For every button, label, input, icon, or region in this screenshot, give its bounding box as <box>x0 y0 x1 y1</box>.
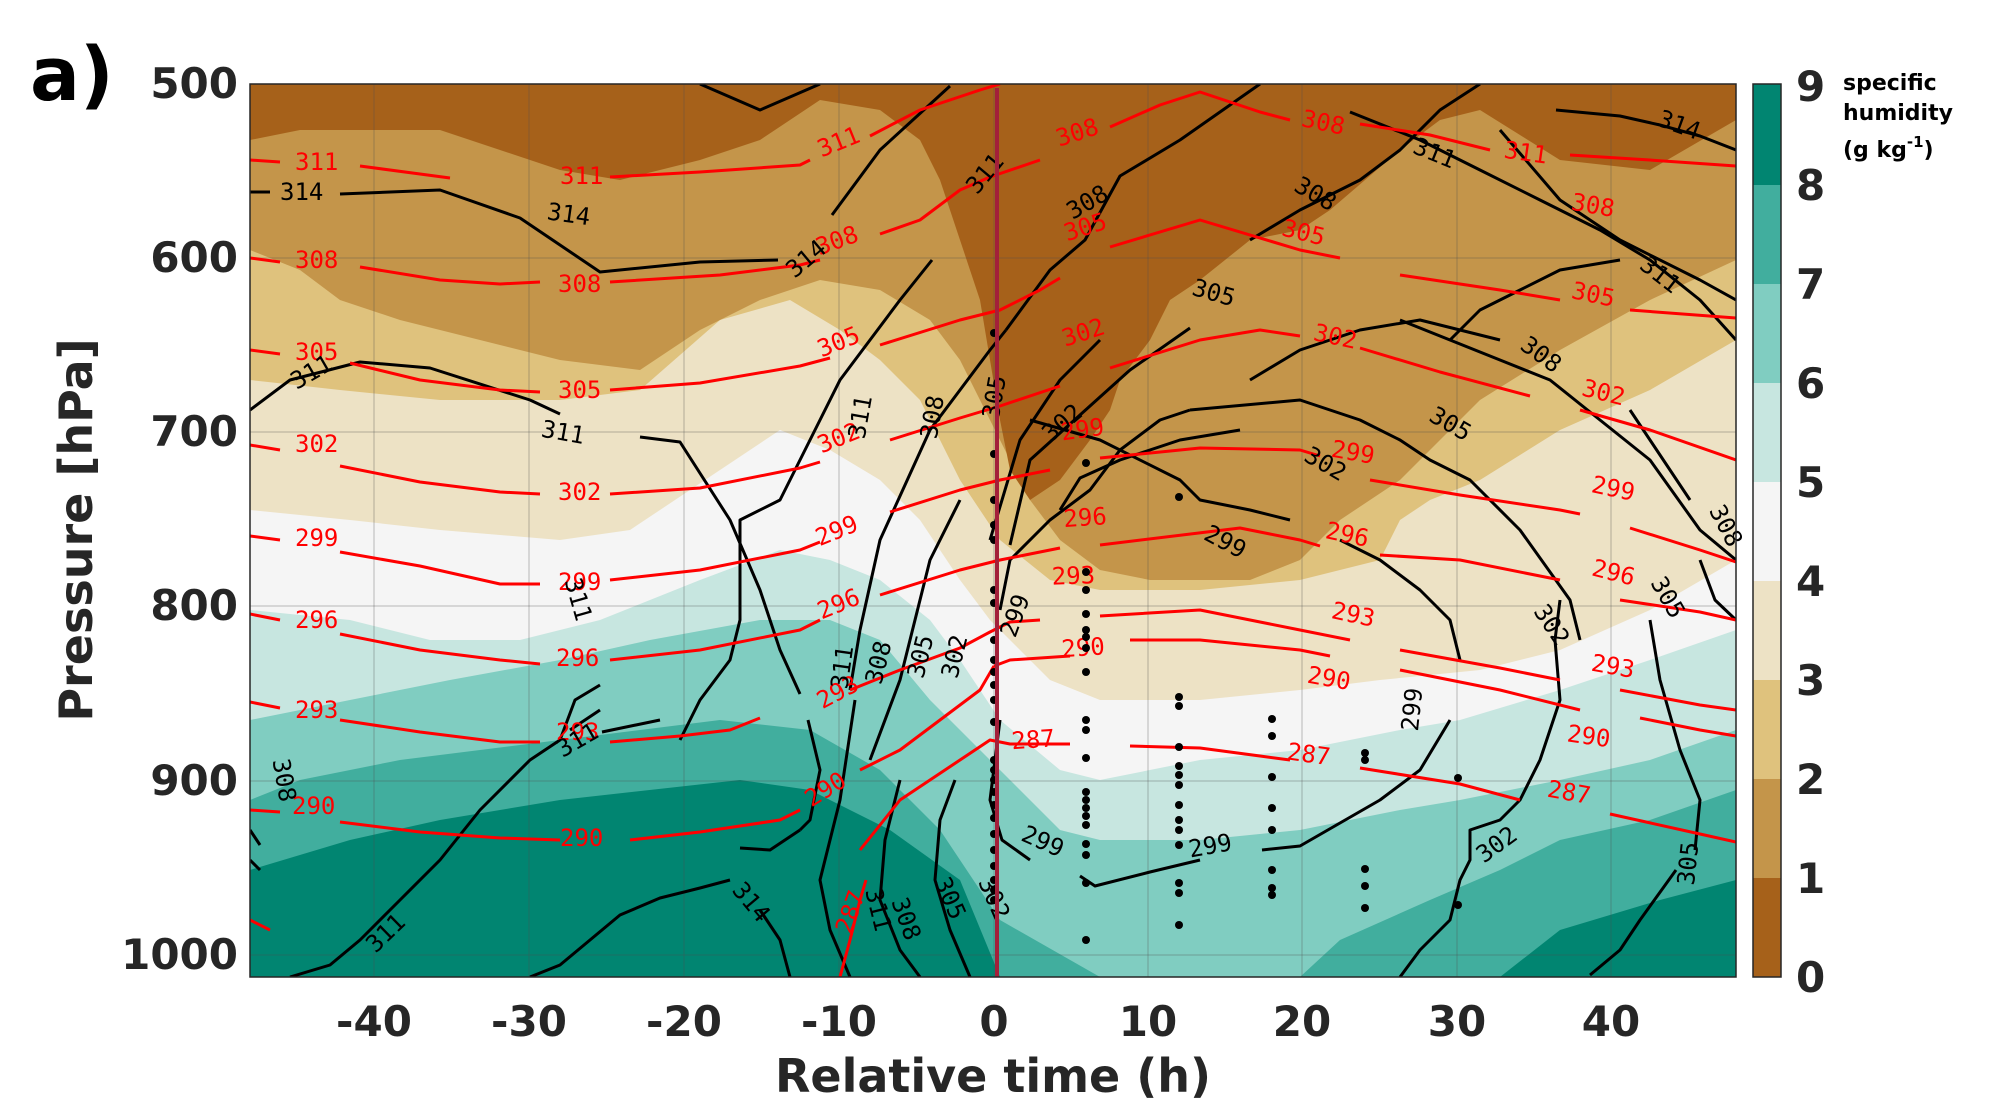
plot-frame <box>249 83 1737 978</box>
svg-text:287: 287 <box>1011 724 1056 755</box>
colorbar-tick-label: 7 <box>1796 260 1825 309</box>
colorbar-tick-label: 3 <box>1796 656 1825 705</box>
svg-text:296: 296 <box>1063 502 1108 533</box>
svg-text:299: 299 <box>295 524 338 552</box>
x-tick-label: 30 <box>1428 997 1486 1046</box>
colorbar-title-line1: specific <box>1843 71 1937 96</box>
colorbar-tick-label: 1 <box>1796 854 1825 903</box>
grid <box>250 84 1736 977</box>
y-tick-label: 600 <box>150 233 238 282</box>
y-tick-label: 500 <box>150 59 238 108</box>
black-contours <box>250 84 1736 977</box>
panel-label: a) <box>30 32 114 118</box>
x-tick-label: -10 <box>801 997 877 1046</box>
svg-text:314: 314 <box>545 197 592 231</box>
svg-text:308: 308 <box>295 246 338 274</box>
x-tick-label: -40 <box>336 997 412 1046</box>
svg-text:290: 290 <box>1565 719 1612 753</box>
svg-text:311: 311 <box>560 162 603 190</box>
svg-text:290: 290 <box>560 824 603 852</box>
svg-text:296: 296 <box>295 606 338 634</box>
colorbar-tick-label: 9 <box>1796 62 1825 111</box>
svg-text:299: 299 <box>558 568 601 596</box>
svg-text:290: 290 <box>292 792 335 820</box>
svg-text:311: 311 <box>825 644 859 691</box>
svg-text:293: 293 <box>1051 561 1095 590</box>
x-axis-title: Relative time (h) <box>775 1049 1211 1102</box>
x-tick-label: 40 <box>1582 997 1640 1046</box>
svg-text:293: 293 <box>295 696 338 724</box>
svg-text:305: 305 <box>558 376 601 404</box>
svg-text:305: 305 <box>295 338 338 366</box>
y-tick-label: 800 <box>150 581 238 630</box>
x-tick-label: 10 <box>1119 997 1177 1046</box>
y-tick-label: 1000 <box>121 930 238 979</box>
y-axis: 500 600 700 800 900 1000 Pressure [hPa] <box>49 59 238 979</box>
svg-text:311: 311 <box>1502 136 1549 170</box>
svg-text:308: 308 <box>558 270 601 298</box>
colorbar-tick-label: 6 <box>1796 359 1825 408</box>
y-tick-label: 700 <box>150 407 238 456</box>
svg-text:314: 314 <box>280 178 323 206</box>
y-axis-title: Pressure [hPa] <box>49 338 103 721</box>
x-tick-label: 0 <box>979 997 1008 1046</box>
colorbar-tick-label: 2 <box>1796 755 1825 804</box>
colorbar-tick-label: 5 <box>1796 458 1825 507</box>
colorbar-title-line2: humidity <box>1843 101 1953 126</box>
svg-text:293: 293 <box>556 718 599 746</box>
colorbar: 0 1 2 3 4 5 6 7 8 9 specific humidity (g… <box>1752 62 1953 1002</box>
svg-text:311: 311 <box>295 148 338 176</box>
x-tick-label: -20 <box>646 997 722 1046</box>
y-tick-label: 900 <box>150 756 238 805</box>
svg-text:302: 302 <box>558 478 601 506</box>
svg-text:287: 287 <box>1285 737 1332 771</box>
colorbar-tick-label: 0 <box>1796 953 1825 1002</box>
colorbar-tick-label: 4 <box>1796 557 1825 606</box>
x-axis: -40 -30 -20 -10 0 10 20 30 40 Relative t… <box>336 997 1640 1102</box>
colorbar-tick-label: 8 <box>1796 161 1825 210</box>
x-tick-label: -30 <box>491 997 567 1046</box>
svg-text:299: 299 <box>1396 686 1428 732</box>
svg-text:305: 305 <box>1672 840 1704 886</box>
svg-text:296: 296 <box>556 644 599 672</box>
svg-text:299: 299 <box>1059 413 1106 447</box>
svg-text:302: 302 <box>295 430 338 458</box>
colorbar-title-line3: (g kg-1) <box>1843 133 1934 163</box>
x-tick-label: 20 <box>1273 997 1331 1046</box>
red-contours <box>250 84 1736 977</box>
